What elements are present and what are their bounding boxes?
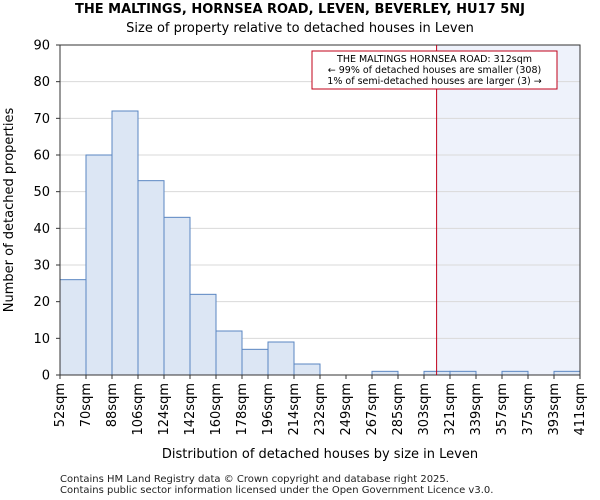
x-tick-label: 160sqm xyxy=(209,383,224,436)
y-tick-label: 40 xyxy=(33,222,50,237)
annotation-title: THE MALTINGS HORNSEA ROAD: 312sqm xyxy=(336,54,532,65)
histogram-bar xyxy=(59,279,87,376)
histogram-bar xyxy=(553,370,581,376)
x-tick-label: 142sqm xyxy=(183,383,198,436)
x-tick-label: 339sqm xyxy=(469,383,484,436)
y-tick-label: 10 xyxy=(33,332,50,347)
y-tick-label: 80 xyxy=(33,75,50,90)
y-tick-label: 60 xyxy=(33,149,50,164)
footer-copyright: Contains HM Land Registry data © Crown c… xyxy=(60,474,449,485)
x-tick-label: 393sqm xyxy=(547,383,562,436)
histogram-bar xyxy=(163,216,191,376)
annotation-larger-text: 1% of semi-detached houses are larger (3… xyxy=(327,76,541,87)
x-tick-label: 70sqm xyxy=(79,383,94,427)
histogram-bar xyxy=(267,341,295,376)
y-tick-label: 30 xyxy=(33,259,50,274)
x-tick-label: 375sqm xyxy=(521,383,536,436)
x-axis-label: Distribution of detached houses by size … xyxy=(162,447,478,462)
y-tick-label: 20 xyxy=(33,295,50,310)
histogram-bar xyxy=(501,370,529,376)
y-tick-label: 50 xyxy=(33,185,50,200)
x-tick-label: 267sqm xyxy=(365,383,380,436)
x-tick-label: 178sqm xyxy=(235,383,250,436)
histogram-bar xyxy=(85,154,113,376)
histogram-bar xyxy=(137,180,165,376)
x-tick-label: 124sqm xyxy=(157,383,172,436)
x-tick-label: 88sqm xyxy=(105,383,120,427)
histogram-bar xyxy=(449,370,477,376)
x-tick-label: 249sqm xyxy=(339,383,354,436)
x-tick-label: 214sqm xyxy=(287,383,302,436)
larger-region-shade xyxy=(436,45,580,375)
histogram-bar xyxy=(293,363,321,376)
histogram-bar xyxy=(371,370,399,376)
x-tick-label: 321sqm xyxy=(443,383,458,436)
y-tick-label: 0 xyxy=(42,369,50,384)
histogram-bar xyxy=(241,348,269,376)
histogram-bar xyxy=(189,293,217,376)
footer-licence: Contains public sector information licen… xyxy=(60,485,494,496)
x-tick-label: 357sqm xyxy=(495,383,510,436)
y-axis-label: Number of detached properties xyxy=(2,108,17,313)
x-tick-label: 232sqm xyxy=(313,383,328,436)
x-tick-label: 303sqm xyxy=(417,383,432,436)
x-tick-label: 196sqm xyxy=(261,383,276,436)
y-tick-label: 70 xyxy=(33,112,50,127)
histogram-bar xyxy=(215,330,243,376)
annotation-smaller-text: ← 99% of detached houses are smaller (30… xyxy=(328,65,541,76)
x-tick-label: 106sqm xyxy=(131,383,146,436)
x-tick-label: 52sqm xyxy=(53,383,68,427)
y-tick-label: 90 xyxy=(33,39,50,54)
chart-title: THE MALTINGS, HORNSEA ROAD, LEVEN, BEVER… xyxy=(75,2,525,17)
annotation-box xyxy=(311,50,558,90)
x-tick-label: 411sqm xyxy=(573,383,588,436)
x-tick-label: 285sqm xyxy=(391,383,406,436)
chart-subtitle: Size of property relative to detached ho… xyxy=(126,21,474,36)
histogram-bar xyxy=(111,110,139,376)
